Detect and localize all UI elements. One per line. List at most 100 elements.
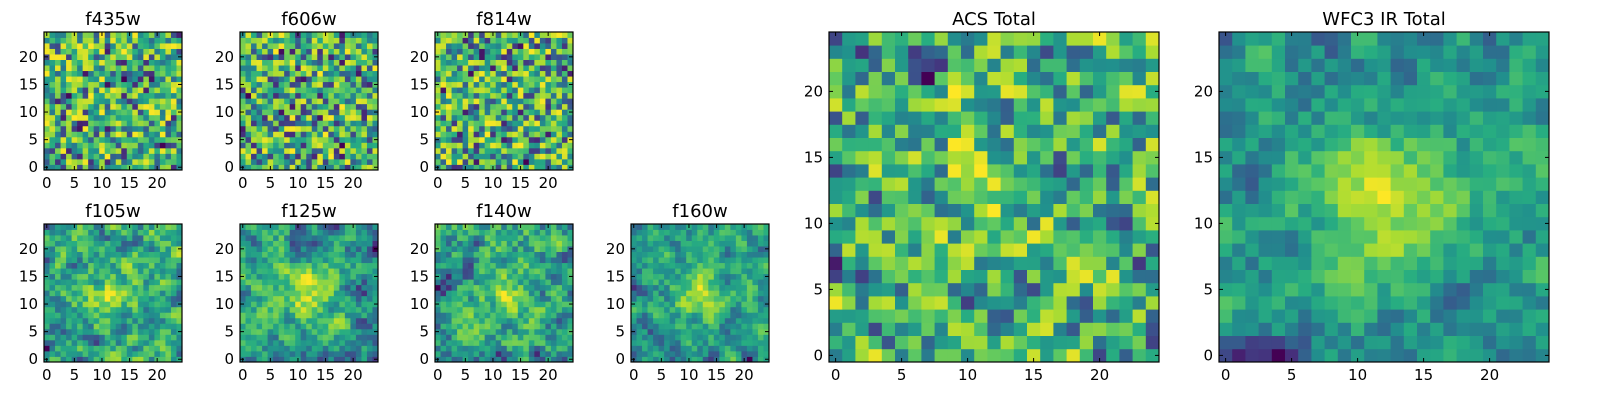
heatmap-cell [82,114,89,121]
heatmap-cell [366,284,373,291]
heatmap-cell [528,164,535,171]
heatmap-cell [1053,243,1067,257]
heatmap-cell [295,350,302,357]
heatmap-cell [165,81,172,88]
heatmap-cell [344,131,351,138]
heatmap-cell [176,295,183,302]
heatmap-cell [473,339,480,346]
heatmap-cell [457,125,463,132]
heatmap-cell [60,251,67,258]
heatmap-cell [855,335,869,350]
heatmap-cell [361,235,368,241]
heatmap-cell [148,59,155,66]
heatmap-cell [697,301,704,308]
heatmap-cell [66,153,72,160]
heatmap-cell [256,257,263,264]
heatmap-cell [361,76,368,83]
heatmap-cell [512,334,519,341]
heatmap-cell [143,142,150,149]
heatmap-cell [697,273,704,280]
heatmap-cell [44,323,50,330]
heatmap-cell [93,54,100,60]
heatmap-cell [435,125,441,132]
heatmap-cell [506,339,513,346]
panel-title: f606w [281,9,336,30]
heatmap-cell [479,92,486,99]
heatmap-cell [506,147,513,154]
heatmap-cell [143,284,150,291]
heatmap-cell [170,257,177,264]
heatmap-cell [143,158,150,165]
heatmap-cell [88,290,95,297]
heatmap-cell [446,70,452,77]
heatmap-cell [66,279,72,286]
heatmap-cell [300,235,307,241]
heatmap-cell [366,103,373,110]
heatmap-cell [506,246,513,252]
heatmap-cell [289,98,296,105]
heatmap-cell [479,301,486,308]
heatmap-cell [49,356,56,363]
heatmap-cell [295,114,302,121]
heatmap-cell [148,43,155,49]
heatmap-cell [506,323,513,330]
heatmap-cell [484,142,491,149]
heatmap-cell [115,59,122,66]
heatmap-cell [702,257,709,264]
heatmap-cell [93,284,100,291]
heatmap-cell [881,164,896,178]
heatmap-cell [708,356,715,363]
heatmap-cell [855,269,869,284]
heatmap-cell [333,158,340,165]
heatmap-cell [501,81,508,88]
heatmap-cell [479,312,486,319]
heatmap-cell [251,224,257,230]
heatmap-cell [372,312,379,319]
heatmap-cell [159,323,166,330]
heatmap-cell [534,43,541,49]
heatmap-cell [675,350,682,357]
heatmap-cell [545,257,552,264]
heatmap-cell [534,312,541,319]
heatmap-cell [355,257,362,264]
heatmap-cell [642,339,648,346]
heatmap-cell [88,147,95,154]
heatmap-cell [137,136,144,143]
heatmap-cell [366,32,373,38]
heatmap-cell [451,306,458,313]
heatmap-cell [550,284,557,291]
heatmap-cell [479,279,486,286]
heatmap-cell [366,246,373,252]
heatmap-cell [278,92,285,99]
heatmap-cell [523,251,530,258]
heatmap-cell [126,350,133,357]
heatmap-cell [311,65,318,72]
heatmap-cell [137,356,144,363]
heatmap-cell [355,32,362,38]
heatmap-cell [159,92,166,99]
heatmap-cell [245,284,252,291]
heatmap-cell [93,164,100,171]
heatmap-cell [435,37,441,44]
heatmap-cell [339,114,346,121]
heatmap-cell [71,328,78,335]
heatmap-cell [66,317,72,324]
heatmap-cell [446,290,452,297]
heatmap-cell [658,273,665,280]
heatmap-cell [300,339,307,346]
heatmap-cell [170,284,177,291]
heatmap-cell [457,103,463,110]
heatmap-cell [60,284,67,291]
heatmap-cell [1106,216,1120,231]
heatmap-cell [361,153,368,160]
heatmap-cell [653,356,659,363]
heatmap-cell [636,339,643,346]
heatmap-cell [512,317,519,324]
heatmap-cell [868,150,883,165]
heatmap-cell [534,306,541,313]
heatmap-cell [1145,216,1160,231]
heatmap-cell [366,48,373,55]
heatmap-cell [647,262,654,269]
heatmap-cell [631,295,637,302]
heatmap-cell [506,295,513,302]
